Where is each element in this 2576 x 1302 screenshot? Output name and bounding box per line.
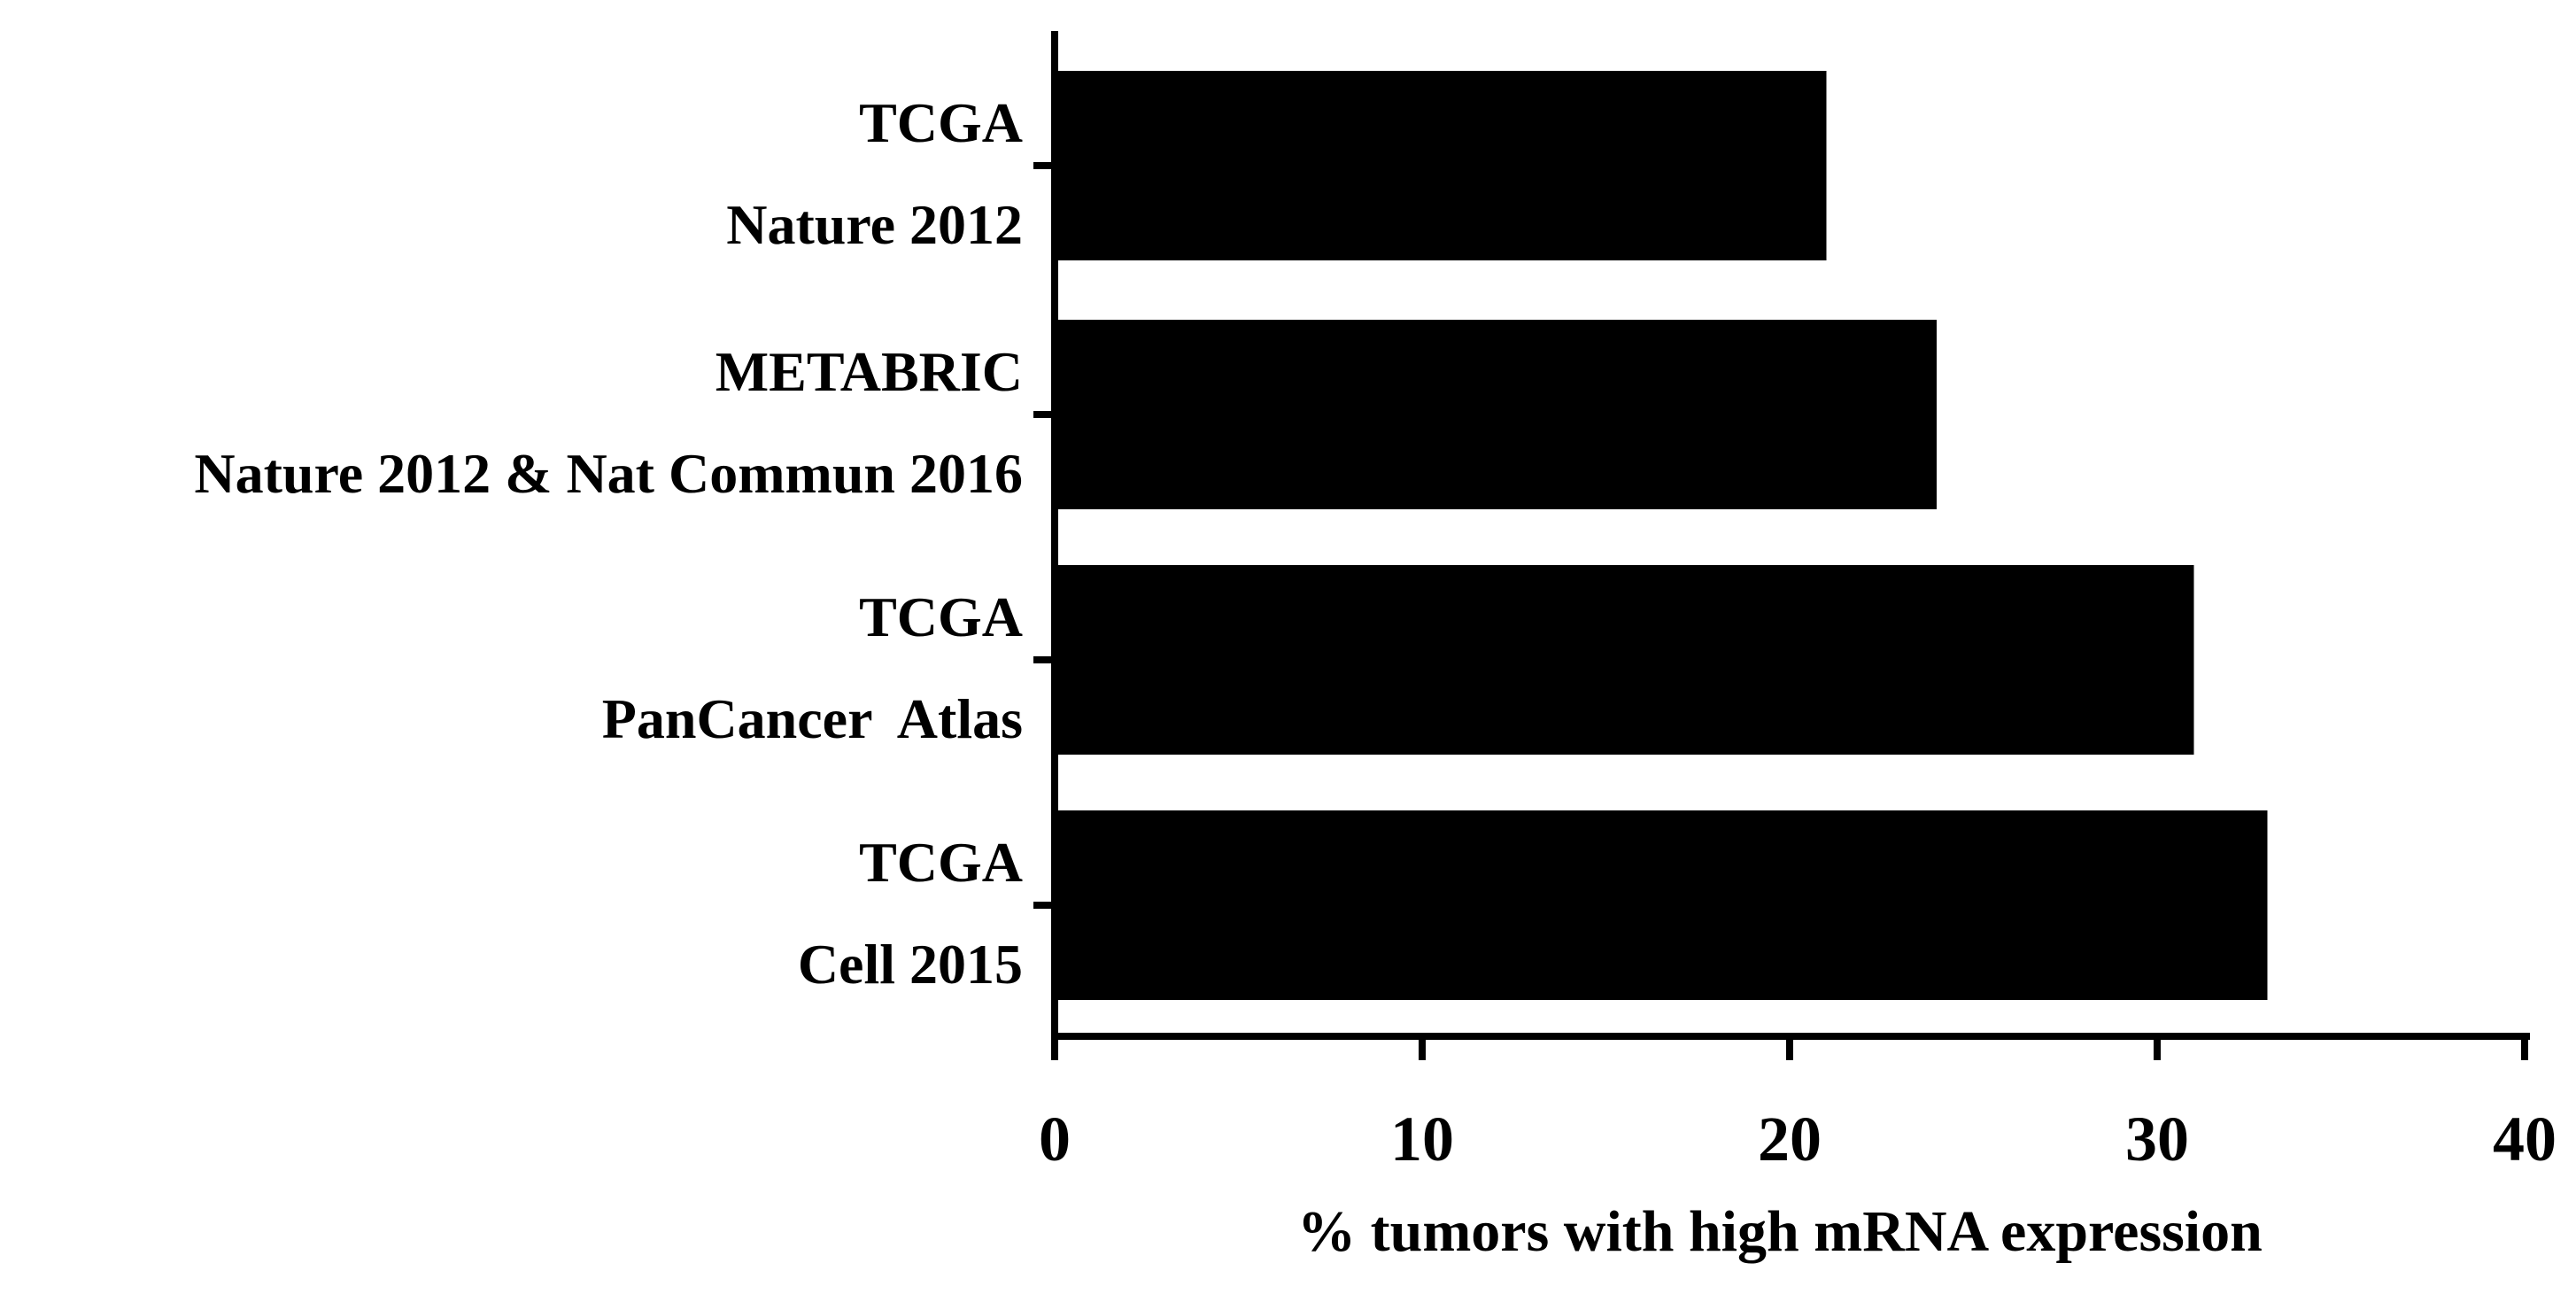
x-tick-label: 0: [1039, 1104, 1071, 1174]
category-labels-layer: TCGA Nature 2012 METABRIC Nature 2012 & Nat…: [194, 91, 1023, 996]
category-label-line2: Nature 2012 & Nat Commun 2016: [194, 442, 1023, 505]
x-tick-label: 20: [1758, 1104, 1822, 1174]
x-tick-label: 10: [1390, 1104, 1454, 1174]
bar: [1055, 320, 1937, 509]
category-label-line2: PanCancer Atlas: [602, 687, 1023, 750]
x-axis-title: % tumors with high mRNA expression: [1297, 1199, 2263, 1264]
bar: [1055, 810, 2268, 1000]
x-ticks-layer: 0 10 20 30 40: [1039, 1036, 2557, 1174]
x-tick-label: 40: [2493, 1104, 2557, 1174]
category-label-line1: TCGA: [859, 585, 1023, 648]
bar: [1055, 565, 2194, 755]
category-label-line1: TCGA: [859, 831, 1023, 894]
category-label-line1: METABRIC: [716, 340, 1023, 403]
category-label-line2: Nature 2012: [726, 193, 1023, 256]
category-label-line2: Cell 2015: [798, 933, 1023, 996]
category-label-line1: TCGA: [859, 91, 1023, 154]
x-tick-label: 30: [2125, 1104, 2189, 1174]
bars-layer: [1055, 71, 2268, 1000]
bar: [1055, 71, 1827, 260]
